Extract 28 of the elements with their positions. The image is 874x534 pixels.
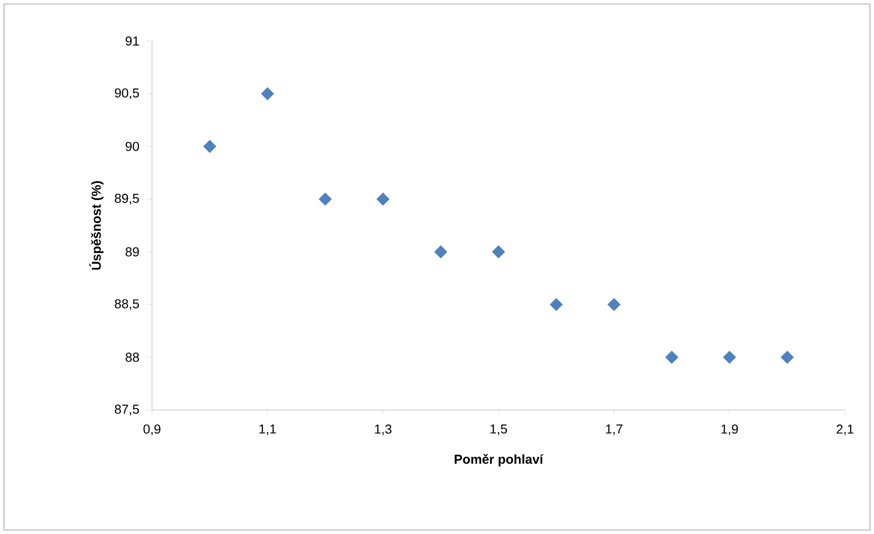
x-axis-title: Poměr pohlaví — [454, 454, 544, 466]
point — [780, 350, 794, 364]
point — [434, 245, 448, 258]
y-tick-label: 88,5 — [114, 299, 139, 310]
point — [550, 298, 563, 312]
x-tick-label: 0,9 — [144, 424, 160, 436]
point — [665, 350, 678, 364]
y-tick-label: 88 — [126, 352, 139, 362]
point — [376, 192, 390, 206]
x-tick-label: 1,7 — [606, 424, 622, 436]
x-tick-label: 1,9 — [721, 424, 738, 436]
y-tick-label: 90 — [126, 142, 139, 151]
point — [607, 298, 621, 312]
y-axis-title: Úspěšnost (%) — [89, 181, 104, 270]
point — [722, 350, 736, 364]
x-tick-label: 1,3 — [374, 424, 392, 436]
y-tick-label: 90,5 — [114, 88, 139, 100]
x-tick-label: 1,1 — [259, 424, 276, 436]
y-tick-label: 87,5 — [114, 404, 139, 416]
point — [260, 87, 274, 100]
point — [318, 192, 332, 206]
point — [492, 245, 506, 258]
y-tick-label: 89 — [126, 247, 139, 256]
y-tick-label: 89,5 — [114, 194, 139, 204]
point — [203, 140, 216, 153]
y-tick-label: 91 — [126, 36, 139, 46]
x-tick-label: 1,5 — [490, 424, 507, 436]
x-tick-label: 2,1 — [836, 424, 854, 436]
